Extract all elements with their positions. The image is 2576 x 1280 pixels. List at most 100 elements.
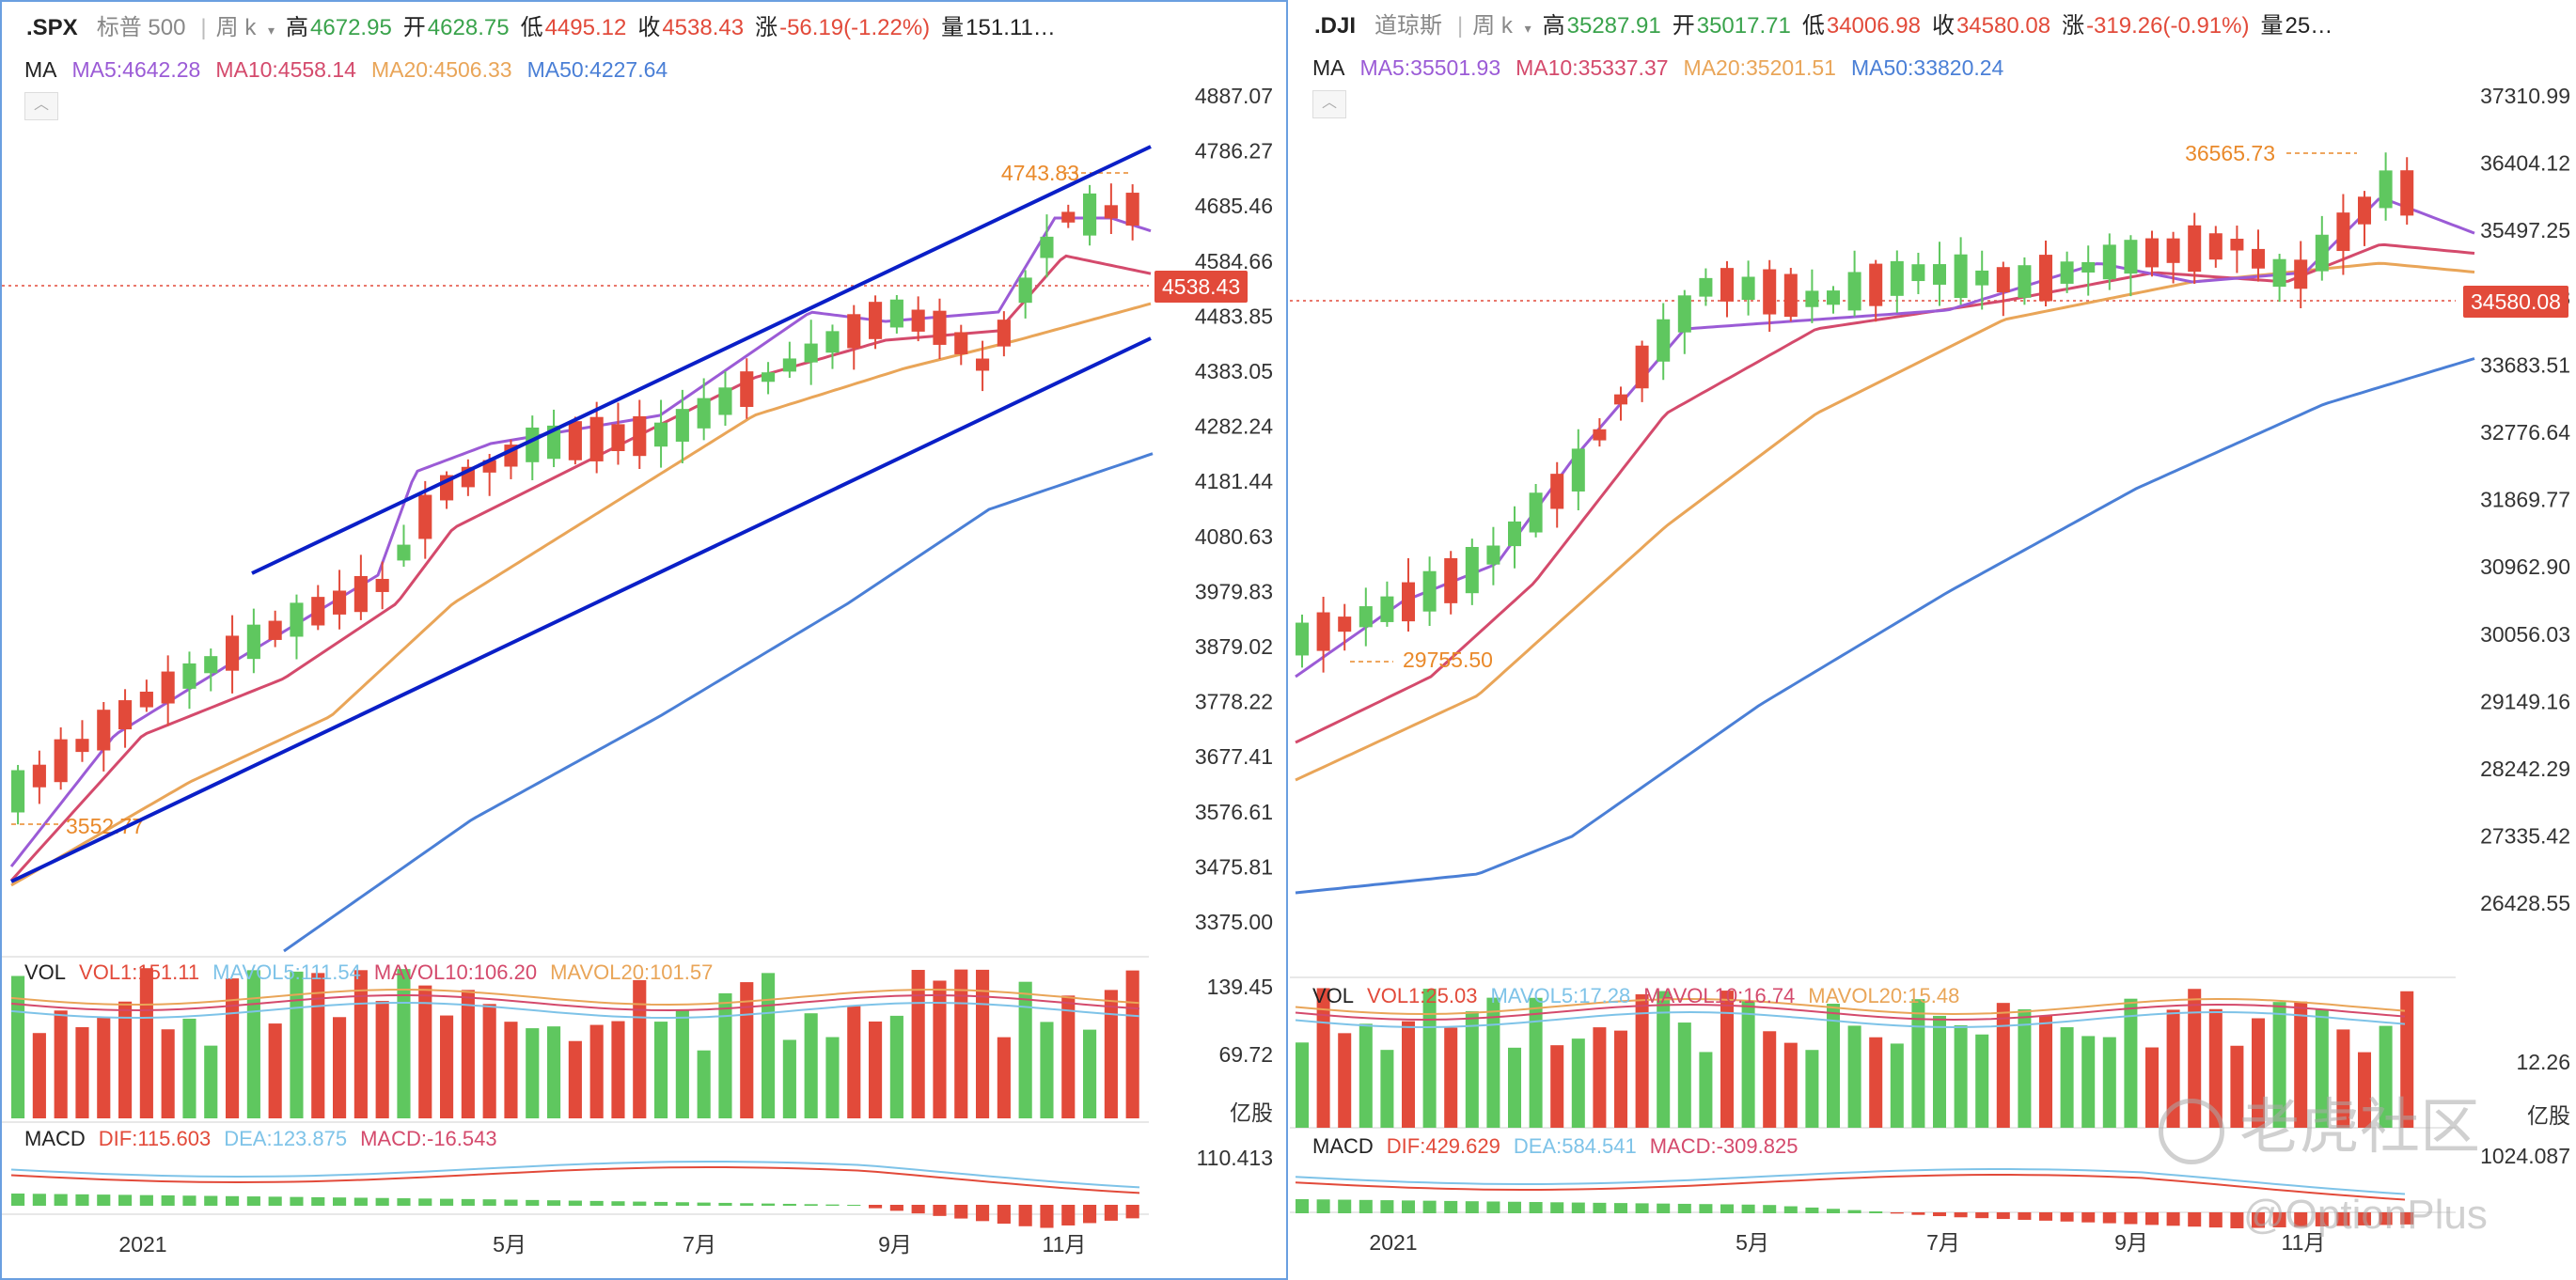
macd-bar	[1018, 1205, 1032, 1226]
candle-body	[1933, 264, 1947, 285]
volume-bar	[589, 1024, 604, 1118]
macd-bar	[589, 1200, 604, 1206]
price-axis-tick: 30056.03	[2480, 622, 2570, 647]
caret-down-icon: ▾	[268, 23, 275, 38]
price-axis-tick: 4282.24	[1195, 414, 1273, 439]
volume-unit: 亿股	[1230, 1100, 1273, 1125]
candle-body	[2379, 170, 2393, 209]
vol-title: VOL	[1312, 984, 1355, 1007]
time-axis-label: 9月	[878, 1232, 912, 1257]
candle-body	[1635, 345, 1649, 389]
volume-bar	[1593, 1027, 1607, 1128]
change-label: 涨	[2062, 13, 2085, 39]
time-axis-label: 9月	[2114, 1230, 2148, 1255]
macd-bar	[1996, 1212, 2010, 1220]
candle-body	[1996, 267, 2010, 293]
macd-bar	[1508, 1201, 1522, 1213]
volume-bar	[782, 1039, 796, 1118]
dif-value: DIF:429.629	[1386, 1134, 1500, 1158]
price-axis-tick: 36404.12	[2480, 151, 2570, 176]
candle-body	[1783, 273, 1798, 318]
macd-bar	[1104, 1205, 1118, 1221]
volume-bar	[1529, 997, 1543, 1128]
low-marker-label: 29755.50	[1403, 648, 1493, 672]
candle-body	[182, 663, 196, 689]
macd-bar	[11, 1194, 25, 1206]
macd-title: MACD	[24, 1127, 86, 1150]
candle-body	[2208, 233, 2223, 260]
symbol-code: .SPX	[26, 15, 78, 40]
volume-bar	[2272, 1002, 2286, 1128]
volume-label: 量	[2260, 13, 2284, 39]
vol1-value: VOL1:25.03	[1367, 984, 1478, 1007]
macd-bar	[654, 1201, 668, 1206]
volume-bar	[997, 1037, 1011, 1118]
volume-bar	[1720, 991, 1735, 1128]
candle-body	[1359, 606, 1373, 628]
candle-body	[2018, 265, 2032, 298]
price-axis-tick: 28242.29	[2480, 757, 2570, 781]
candle-body	[2188, 225, 2202, 273]
high-label: 高	[1542, 13, 1565, 39]
macd-legend: MACD DIF:429.629 DEA:584.541 MACD:-309.825	[1312, 1132, 1811, 1161]
period-selector[interactable]: 周 k ▾	[216, 15, 280, 40]
macd-line	[1295, 1174, 2406, 1201]
macd-line	[10, 1166, 1140, 1194]
volume-bar	[2252, 1018, 2266, 1128]
chevron-up-icon: ︿	[33, 97, 49, 113]
macd-bar	[1869, 1210, 1883, 1213]
volume-bar	[1763, 1031, 1777, 1128]
candle-body	[1847, 272, 1861, 311]
watermark-brand: 老虎社区	[2159, 1079, 2480, 1165]
price-axis-tick: 4786.27	[1195, 139, 1273, 164]
candle-body	[1486, 545, 1500, 565]
candlestick-chart[interactable]: 4887.07 4786.27 4685.46 4584.66 4483.85 4383.…	[2, 2, 1288, 1280]
macd-bar	[1699, 1204, 1713, 1213]
candle-body	[2400, 170, 2414, 216]
macd-bar	[397, 1198, 411, 1206]
candle-body	[1338, 617, 1352, 632]
volume-bar	[1890, 1043, 1904, 1128]
collapse-toggle-button[interactable]: ︿	[24, 92, 58, 120]
volume-bar	[397, 969, 411, 1118]
collapse-toggle-button[interactable]: ︿	[1312, 90, 1346, 118]
candle-body	[2272, 258, 2286, 288]
volume-bar	[568, 1040, 582, 1118]
macd-bar	[1125, 1205, 1139, 1219]
volume-bar	[869, 1021, 883, 1118]
vol-title: VOL	[24, 960, 67, 984]
period-selector[interactable]: 周 k ▾	[1472, 13, 1536, 39]
macd-bar	[226, 1195, 240, 1206]
candle-body	[1677, 295, 1691, 333]
dji-chart-panel[interactable]: .DJI 道琼斯 | 周 k ▾ 高35287.91 开35017.71 低34006.98…	[1290, 0, 2576, 1280]
macd-bar	[461, 1198, 475, 1206]
tiger-logo-icon	[2159, 1099, 2224, 1165]
candle-body	[2336, 212, 2350, 252]
candle-body	[1083, 193, 1097, 236]
candle-body	[32, 764, 46, 788]
volume-bar	[933, 980, 947, 1118]
macd-bar	[290, 1196, 304, 1206]
candle-body	[2230, 239, 2244, 251]
volume-label: 量	[941, 15, 965, 40]
candle-body	[911, 309, 925, 332]
change-value: -56.19(-1.22%)	[779, 15, 931, 40]
spx-chart-panel[interactable]: .SPX 标普 500 | 周 k ▾ 高4672.95 开4628.75 低4495.12…	[0, 0, 1288, 1280]
price-axis-tick: 33683.51	[2480, 352, 2570, 377]
volume-bar	[204, 1045, 218, 1118]
ma-title: MA	[24, 57, 57, 82]
candle-body	[2081, 261, 2096, 273]
volume-bar	[1402, 1021, 1416, 1128]
candle-body	[762, 372, 776, 382]
macd-bar	[139, 1194, 153, 1206]
candle-body	[1827, 290, 1841, 305]
volume-bar	[311, 973, 325, 1118]
volume-bar	[611, 1021, 625, 1118]
macd-bar	[353, 1197, 368, 1206]
volume-ma-line	[10, 988, 1140, 1007]
last-price-tag: 4538.43	[1154, 271, 1249, 303]
macd-bar	[633, 1201, 647, 1206]
price-axis-tick: 35497.25	[2480, 218, 2570, 242]
volume-bar	[2188, 989, 2202, 1128]
macd-bar	[1827, 1209, 1841, 1213]
